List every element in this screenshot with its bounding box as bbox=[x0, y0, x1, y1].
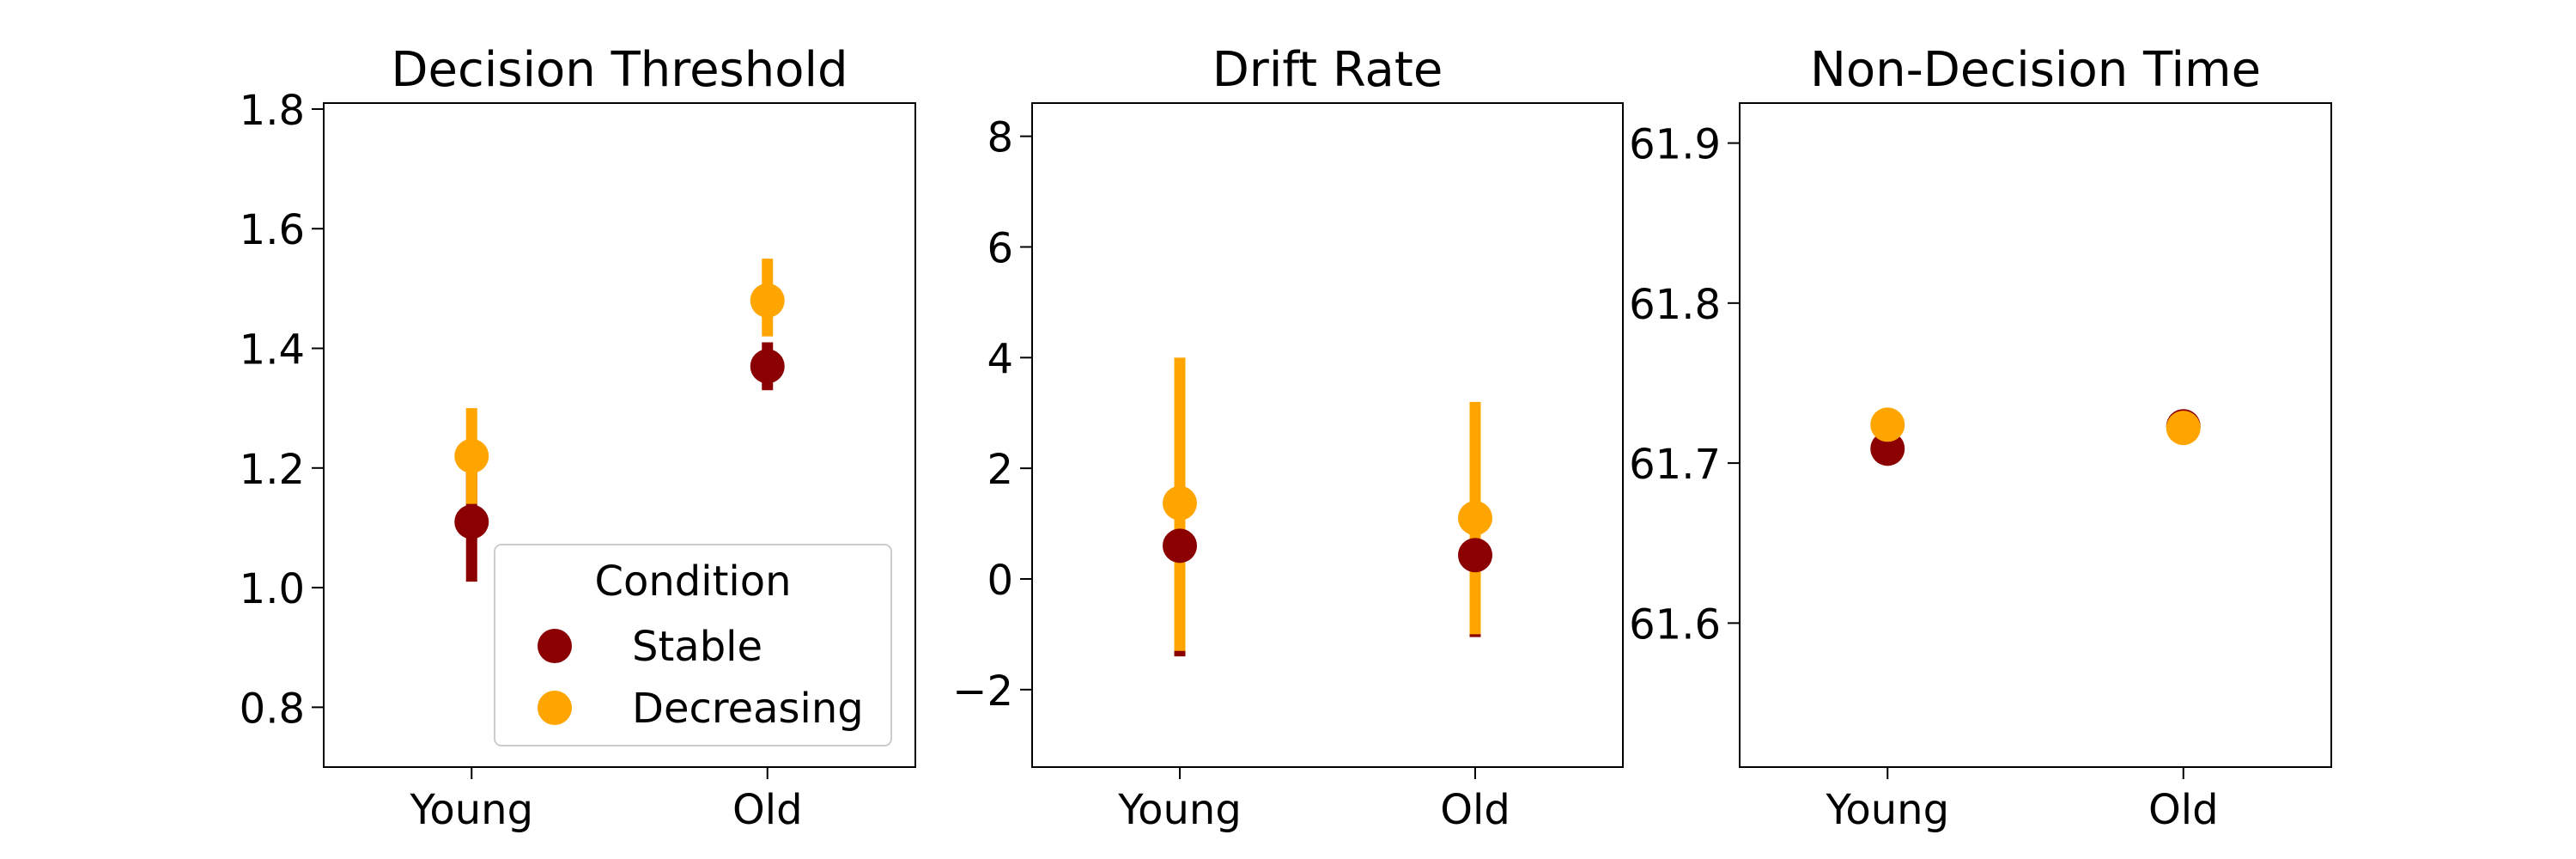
panel-title: Non-Decision Time bbox=[1810, 42, 2261, 98]
point-stable-old bbox=[750, 349, 785, 384]
legend-label-decreasing: Decreasing bbox=[632, 685, 864, 733]
plot-frame bbox=[1031, 102, 1624, 768]
x-tick-label: Young bbox=[409, 786, 533, 834]
y-tick-label: 6 bbox=[987, 224, 1013, 272]
point-decreasing-old bbox=[1458, 501, 1492, 536]
y-tick-label: −2 bbox=[952, 667, 1013, 716]
y-tick-label: 8 bbox=[987, 114, 1013, 162]
point-decreasing-young bbox=[1870, 407, 1905, 442]
x-tick-label: Young bbox=[1825, 786, 1949, 834]
y-tick-label: 61.7 bbox=[1629, 441, 1721, 489]
legend-title: Condition bbox=[594, 557, 791, 606]
legend: Condition Stable Decreasing bbox=[494, 544, 892, 746]
point-decreasing-old bbox=[750, 283, 785, 318]
x-tick-label: Old bbox=[2148, 786, 2219, 834]
point-decreasing-young bbox=[1163, 485, 1197, 521]
y-tick-label: 61.6 bbox=[1629, 600, 1721, 649]
x-tick-label: Young bbox=[1117, 786, 1242, 834]
point-stable-young bbox=[454, 504, 489, 539]
x-tick-label: Old bbox=[732, 786, 803, 834]
y-tick-label: 61.8 bbox=[1629, 281, 1721, 329]
y-tick-label: 1.2 bbox=[240, 446, 305, 494]
y-tick-label: 1.4 bbox=[240, 326, 305, 375]
point-stable-old bbox=[1458, 538, 1492, 573]
point-stable-young bbox=[1163, 528, 1197, 564]
point-decreasing-old bbox=[2166, 411, 2201, 446]
y-tick-label: 4 bbox=[987, 335, 1013, 383]
legend-marker-stable bbox=[538, 629, 572, 663]
plot-frame bbox=[1739, 102, 2332, 768]
point-decreasing-young bbox=[454, 438, 489, 473]
legend-label-stable: Stable bbox=[632, 623, 762, 671]
panel-title: Drift Rate bbox=[1212, 42, 1443, 98]
x-tick-label: Old bbox=[1440, 786, 1510, 834]
y-tick-label: 1.0 bbox=[240, 565, 305, 613]
y-tick-label: 2 bbox=[987, 446, 1013, 494]
y-tick-label: 0 bbox=[987, 557, 1013, 605]
y-tick-label: 1.6 bbox=[240, 206, 305, 254]
panel-1: Decision Threshold 0.8 1.0 1.2 1.4 1.6 1.8 Youn… bbox=[240, 42, 916, 834]
y-tick-label: 0.8 bbox=[240, 685, 305, 733]
y-tick-label: 1.8 bbox=[240, 87, 305, 135]
panel-3: Non-Decision Time 61.6 61.7 61.8 61.9 Young Ol… bbox=[1629, 42, 2332, 834]
panel-2: Drift Rate −2 0 2 4 6 8 Young Old bbox=[952, 42, 1624, 834]
legend-marker-decreasing bbox=[538, 691, 572, 725]
y-tick-label: 61.9 bbox=[1629, 121, 1721, 169]
panels: Decision Threshold 0.8 1.0 1.2 1.4 1.6 1.8 Youn… bbox=[240, 42, 2332, 834]
legend-frame bbox=[494, 544, 892, 746]
plot-frame bbox=[323, 102, 916, 768]
panel-title: Decision Threshold bbox=[391, 42, 848, 98]
point-stable-young bbox=[1870, 431, 1905, 466]
